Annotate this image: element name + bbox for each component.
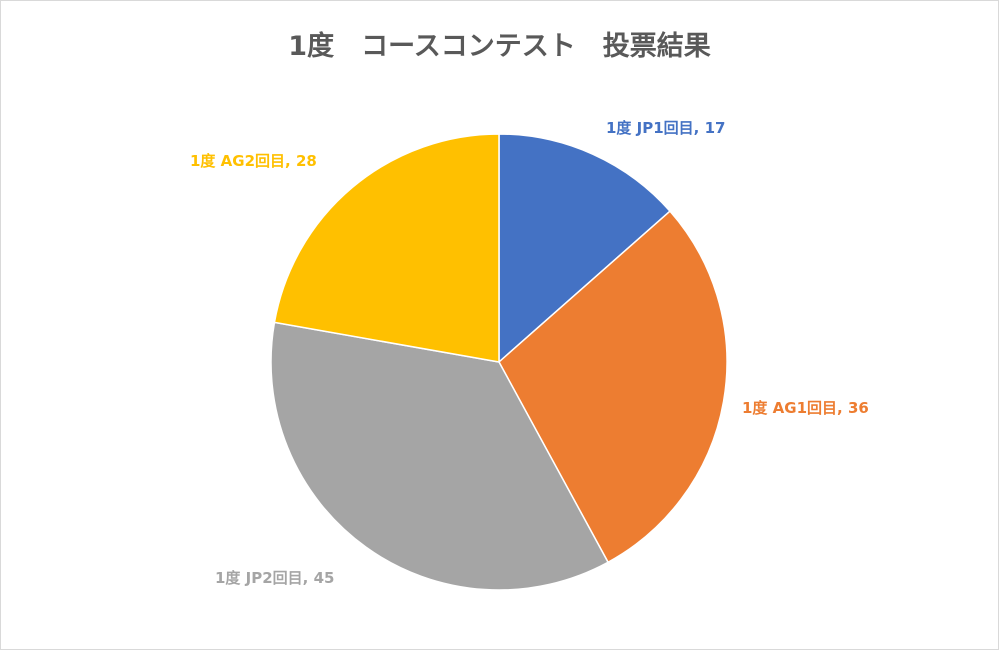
pie-data-label: 1度 JP1回目, 17 — [606, 119, 725, 137]
pie-data-label: 1度 AG1回目, 36 — [742, 399, 869, 417]
pie-data-label: 1度 JP2回目, 45 — [215, 569, 334, 587]
pie-slice — [498, 210, 728, 564]
pie-data-labels: 1度 JP1回目, 17 1度 AG1回目, 36 1度 JP2回目, 45 1度 A… — [190, 119, 869, 587]
pie-data-label: 1度 AG2回目, 28 — [190, 152, 317, 170]
chart-title: 1度 コースコンテスト 投票結果 — [288, 31, 711, 62]
pie-slice — [498, 133, 672, 364]
pie-slice — [273, 133, 500, 363]
pie-slices — [270, 133, 728, 591]
pie-slice — [270, 321, 610, 591]
